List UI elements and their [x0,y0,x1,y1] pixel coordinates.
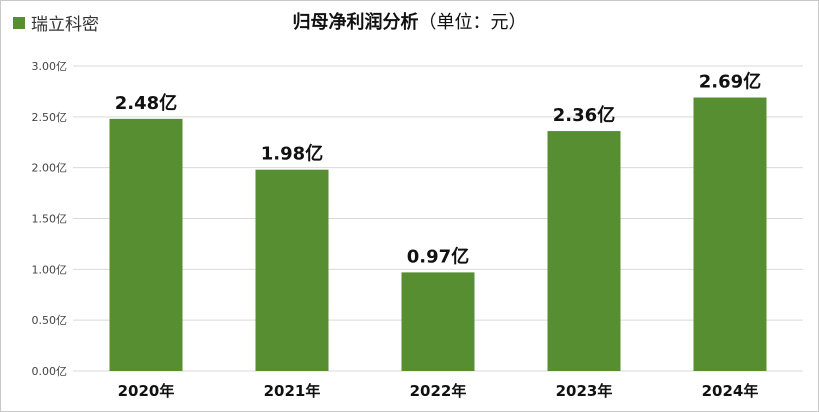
x-tick-label: 2020年 [118,382,175,400]
data-label: 0.97亿 [407,245,469,267]
chart-title-main: 归母净利润分析 [292,12,419,33]
legend: 瑞立科密 [13,10,99,35]
y-tick-label: 0.50亿 [32,314,68,327]
chart-title: 归母净利润分析（单位：元） [1,8,818,34]
x-tick-label: 2023年 [556,382,613,400]
y-tick-label: 1.50亿 [32,213,68,226]
data-label: 2.48亿 [115,92,177,114]
y-tick-label: 3.00亿 [32,60,68,73]
bar [255,169,329,371]
y-tick-label: 2.50亿 [32,111,68,124]
x-tick-label: 2022年 [410,382,467,400]
x-tick-label: 2024年 [702,382,759,400]
x-tick-label: 2021年 [264,382,321,400]
y-tick-label: 0.00亿 [32,365,68,378]
data-label: 2.36亿 [553,104,615,126]
bar [547,131,621,371]
data-label: 2.69亿 [699,71,761,93]
bar [401,272,475,371]
legend-label: 瑞立科密 [31,15,99,35]
bar [693,97,767,372]
y-tick-label: 2.00亿 [32,162,68,175]
legend-swatch [13,16,25,29]
y-tick-label: 1.00亿 [32,263,68,276]
data-label: 1.98亿 [261,143,323,165]
bar [109,118,183,371]
chart-title-unit: （单位：元） [418,12,527,33]
